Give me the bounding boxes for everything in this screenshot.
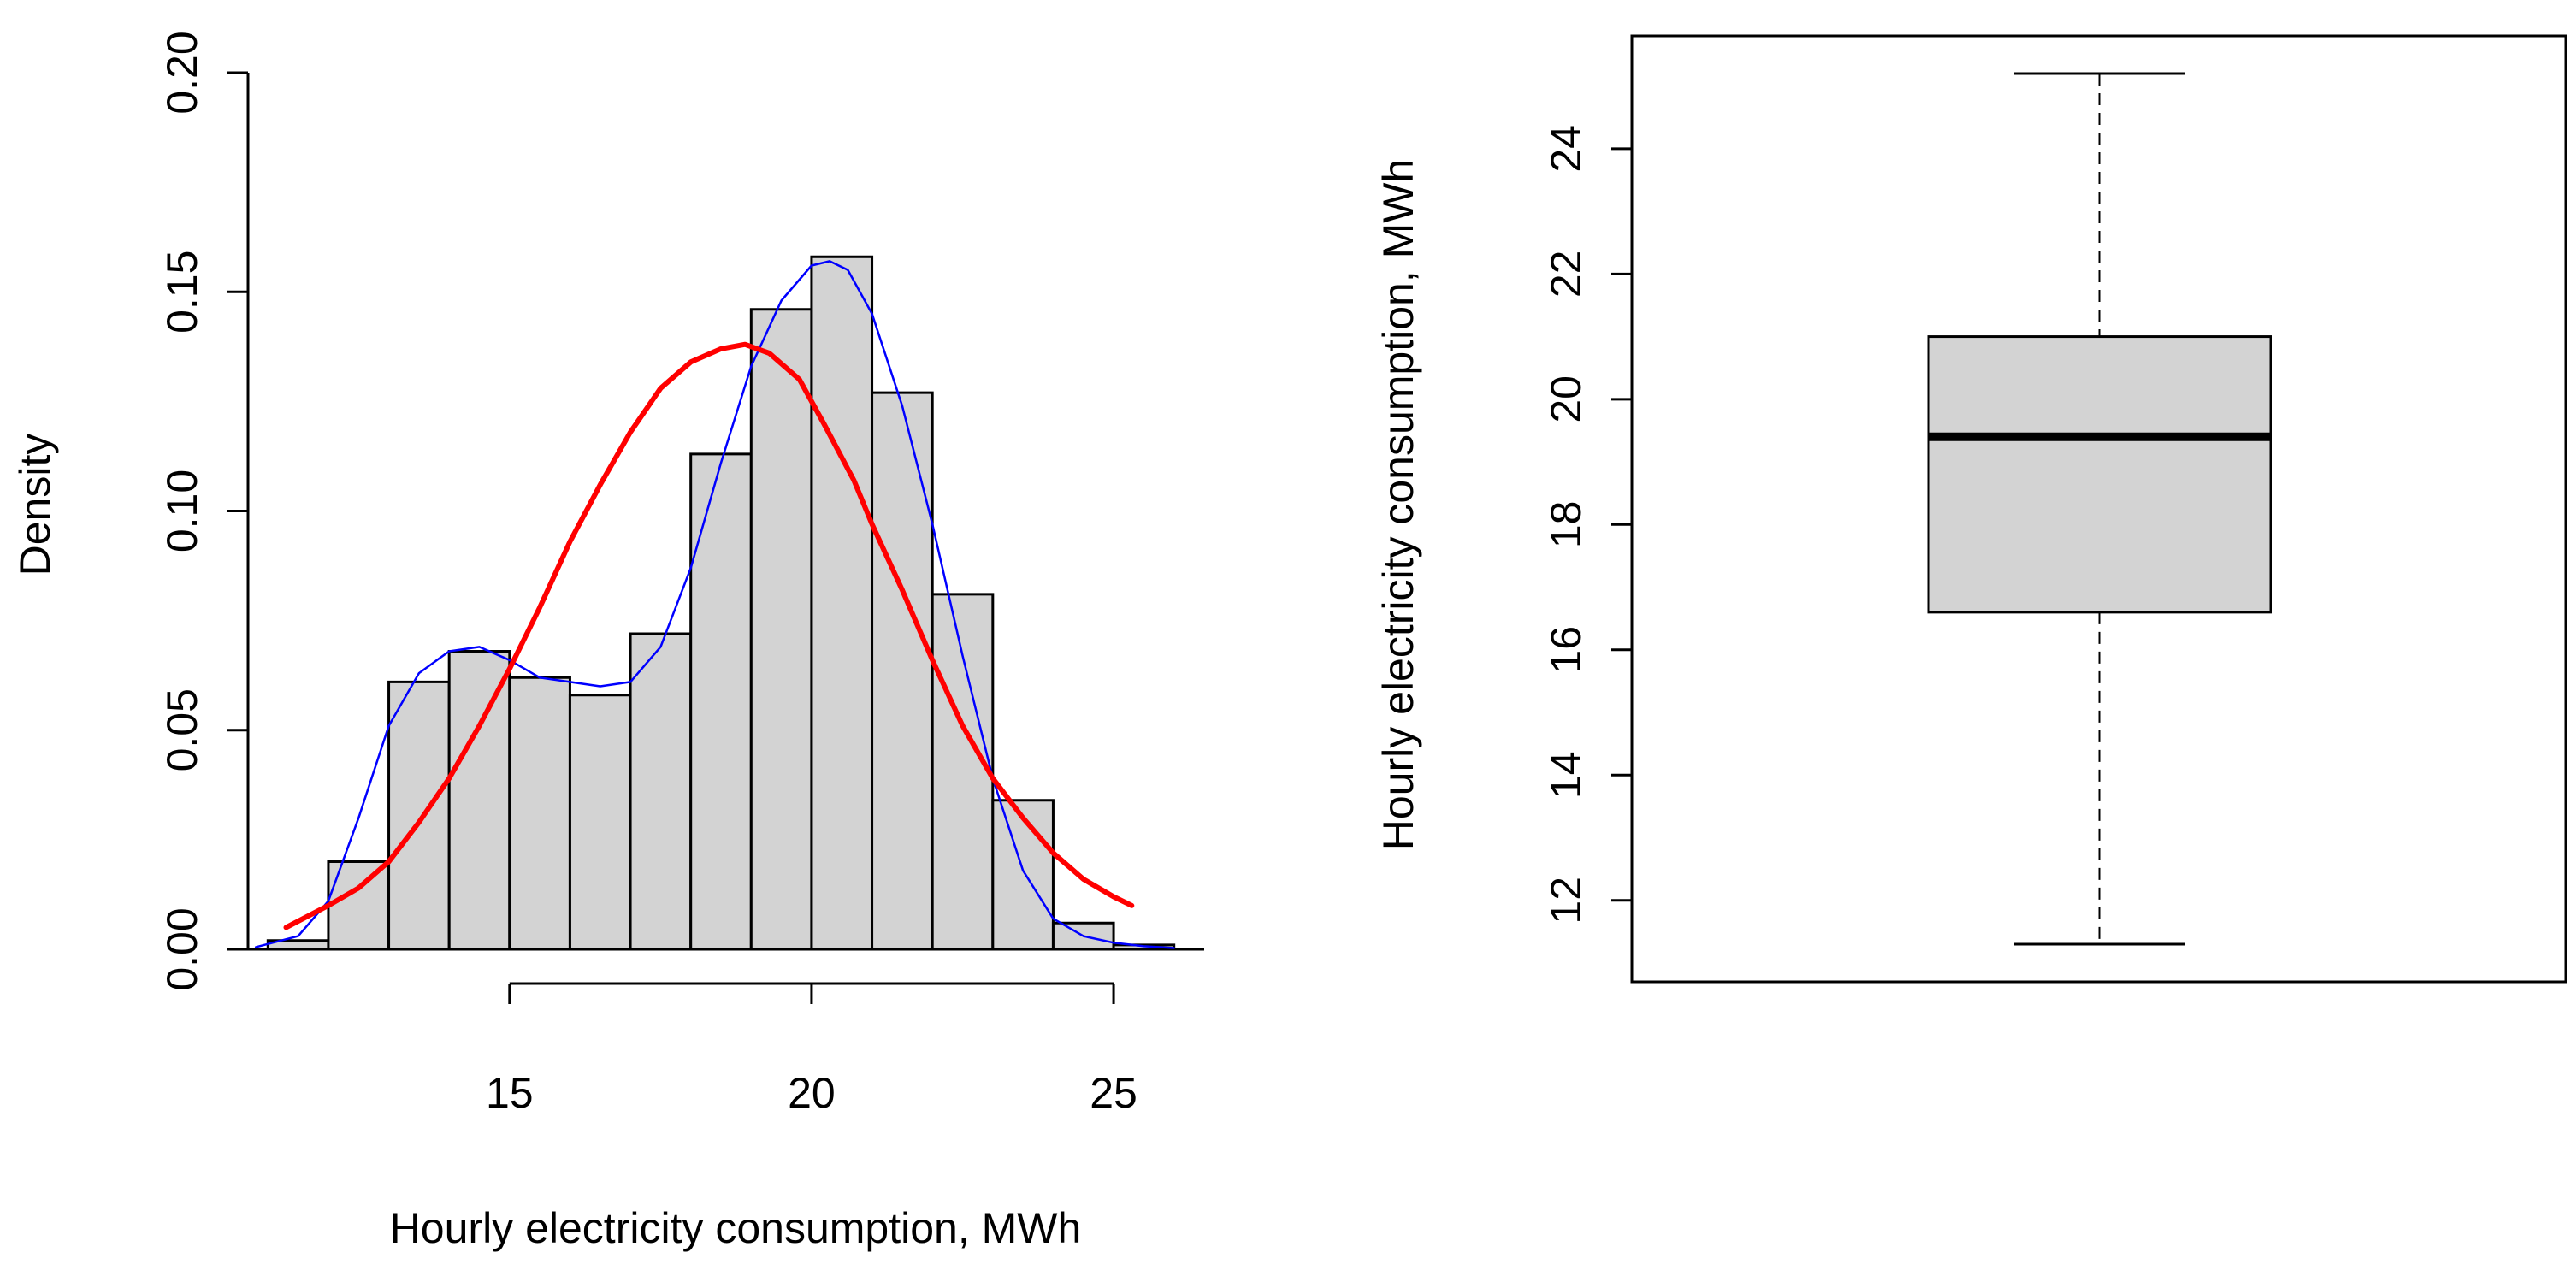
histogram-bar-7 [689,452,753,951]
histogram-bar-10 [871,391,934,951]
histogram-y-axis-label: Density [11,434,59,576]
histogram-y-axis: 0.00 0.05 0.10 0.15 0.20 [158,31,250,991]
histogram-y-tick-label-3: 0.15 [158,251,206,334]
boxplot-y-axis-label: Hourly electricity consumption, MWh [1374,159,1422,851]
histogram-bar-6 [629,632,693,951]
histogram-bar-11 [931,593,995,951]
histogram-bins [238,255,1204,951]
histogram-y-tick-label-1: 0.05 [158,688,206,771]
histogram-bar-2 [387,680,451,951]
histogram-x-tick-label-0: 15 [486,1069,534,1117]
histogram-x-axis-label: Hourly electricity consumption, MWh [390,1204,1082,1252]
histogram-bar-4 [508,676,571,951]
histogram-y-tick-label-2: 0.10 [158,470,206,552]
histogram-bar-12 [991,799,1055,951]
boxplot-y-axis: 12 14 16 18 20 22 24 [1542,125,1634,925]
boxplot-y-tick-label-4: 20 [1542,375,1590,423]
histogram-bar-9 [810,255,874,951]
boxplot-y-tick-label-5: 22 [1542,251,1590,298]
histogram-panel: 0.00 0.05 0.10 0.15 0.20 15 20 25 Density Hour… [11,31,1204,1252]
kernel-density-line [254,260,1175,949]
histogram-bar-8 [749,308,813,951]
histogram-x-axis: 15 20 25 [486,982,1137,1117]
boxplot-y-tick-label-1: 14 [1542,751,1590,799]
normal-density-line [283,341,1135,930]
histogram-y-tick-label-0: 0.00 [158,907,206,990]
histogram-x-tick-label-2: 25 [1090,1069,1137,1117]
density-curves [254,260,1175,949]
boxplot-y-tick-label-6: 24 [1542,125,1590,173]
interquartile-box [1927,335,2272,614]
histogram-x-tick-label-1: 20 [788,1069,836,1117]
boxplot-y-tick-label-0: 12 [1542,877,1590,925]
boxplot-panel: 12 14 16 18 20 22 24 Hourly electricity consum… [1374,34,2567,984]
histogram-y-tick-label-4: 0.20 [158,31,206,114]
boxplot-y-tick-label-2: 16 [1542,626,1590,674]
histogram-bar-5 [568,694,632,951]
boxplot-marks [1927,72,2272,946]
histogram-bar-3 [447,650,511,951]
boxplot-y-tick-label-3: 18 [1542,500,1590,548]
